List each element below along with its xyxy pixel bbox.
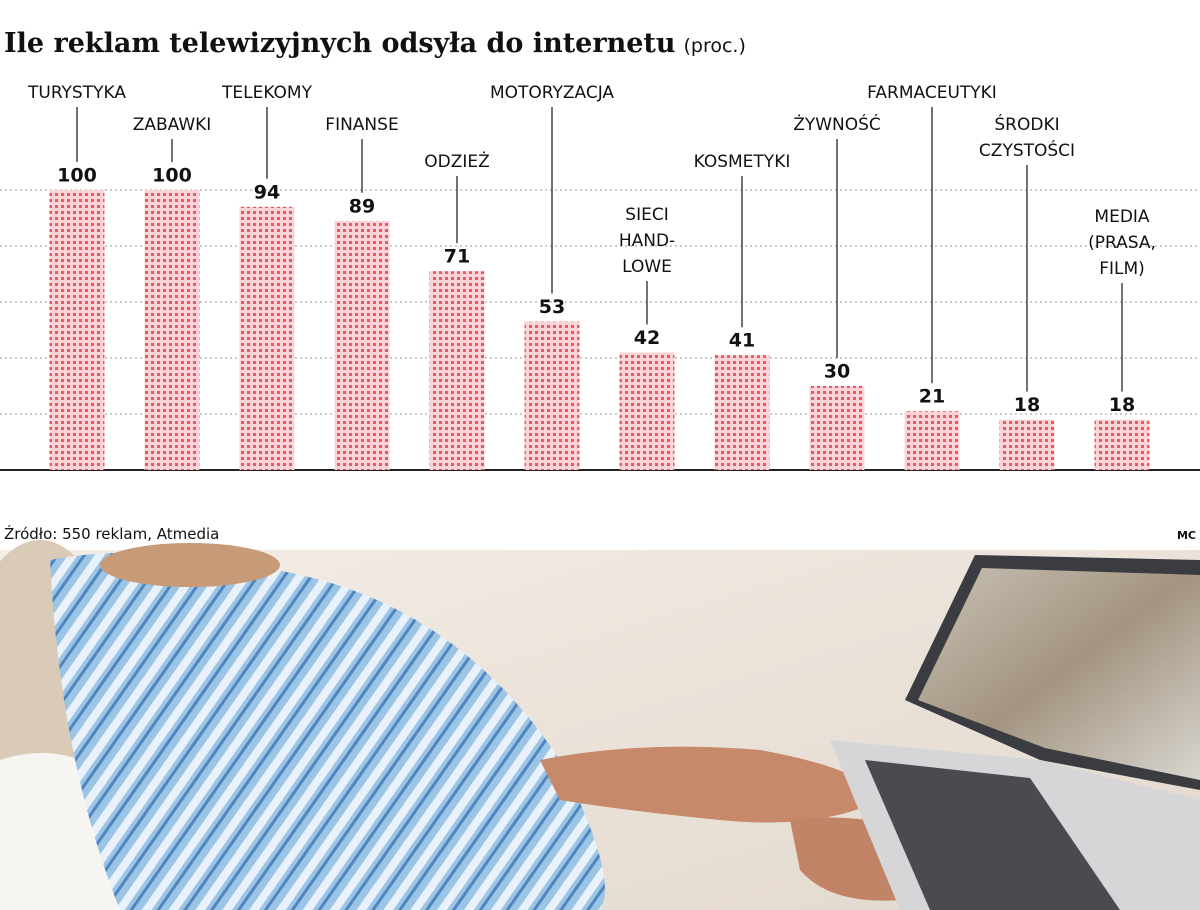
category-label: MOTORYZACJA [490,83,614,103]
value-label: 30 [824,361,850,383]
bar [239,206,295,471]
bar [524,321,580,470]
source: Źródło: 550 reklam, Atmedia [4,524,219,543]
photo [0,540,1200,910]
bar [714,355,770,470]
bar [619,352,675,470]
value-label: 18 [1014,394,1040,416]
subtitle: (proc.) [683,35,745,57]
category-label: TURYSTYKA [27,83,126,103]
value-label: 100 [152,165,192,187]
plot: 100 TURYSTYKA 100 ZABAWKI 94 TELEKOMY 89 FINANS… [0,83,1200,471]
value-label: 89 [349,195,375,217]
bar [809,386,865,470]
value-label: 41 [729,330,755,352]
chart-title: Ile reklam telewizyjnych odsyła do inter… [4,28,746,59]
category-label: ŻYWNOŚĆ [793,113,881,135]
value-label: 53 [539,296,565,318]
category-label: FARMACEUTYKI [867,83,997,103]
value-label: 71 [444,246,470,268]
category-label: KOSMETYKI [694,152,791,172]
value-label: 18 [1109,394,1135,416]
value-label: 100 [57,165,97,187]
category-label: SIECI HAND-LOWE [619,205,675,277]
category-label: TELEKOMY [221,83,313,103]
bar [429,271,485,470]
category-label: ZABAWKI [133,115,212,135]
bar [999,419,1055,470]
title: Ile reklam telewizyjnych odsyła do inter… [4,28,675,59]
value-label: 94 [254,181,280,203]
bar [49,190,105,470]
value-label: 42 [634,327,660,349]
bar [334,220,390,470]
bar [144,190,200,470]
category-label: ODZIEŻ [424,151,490,172]
category-label: FINANSE [325,115,398,135]
category-label: MEDIA (PRASA, FILM) [1088,207,1156,279]
bar [1094,419,1150,470]
bar [904,411,960,470]
value-label: 21 [919,386,945,408]
credit: MC [1177,529,1196,542]
category-label: ŚRODKI CZYSTOŚCI [979,113,1075,161]
